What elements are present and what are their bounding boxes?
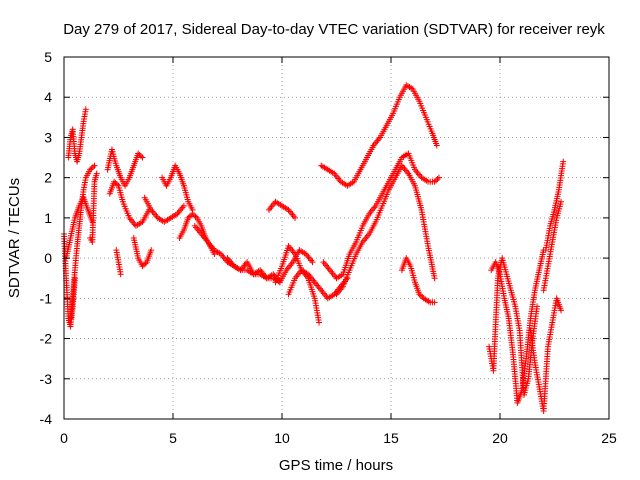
data-point — [148, 247, 155, 254]
x-tick-label: 25 — [601, 430, 617, 446]
data-point — [112, 180, 119, 187]
y-tick-label: 1 — [44, 210, 52, 226]
series-track-n — [224, 247, 316, 286]
data-point — [433, 177, 440, 184]
y-axis-label: SDTVAR / TECUs — [6, 178, 23, 298]
series-track-e — [87, 170, 100, 246]
data-point — [434, 176, 441, 183]
data-point — [136, 151, 143, 158]
data-point — [135, 150, 142, 157]
data-point — [292, 214, 299, 221]
series-track-l — [176, 210, 218, 258]
data-point — [140, 261, 147, 268]
y-tick-label: -2 — [40, 331, 53, 347]
y-tick-label: 4 — [44, 89, 52, 105]
plot-frame — [63, 56, 610, 420]
x-tick-label: 20 — [492, 430, 508, 446]
series-track-i — [130, 235, 155, 270]
data-point — [186, 213, 193, 220]
y-tick-label: 5 — [44, 49, 52, 65]
x-tick-label: 10 — [274, 430, 290, 446]
data-point — [189, 210, 196, 217]
data-point — [560, 158, 567, 165]
data-point — [417, 292, 424, 299]
data-point — [191, 212, 198, 219]
y-tick-label: 3 — [44, 129, 52, 145]
data-point — [316, 319, 323, 326]
x-axis-label: GPS time / hours — [279, 457, 393, 474]
data-point — [558, 307, 565, 314]
data-point — [111, 178, 118, 185]
data-point — [431, 275, 438, 282]
data-point — [558, 198, 565, 205]
series-track-z — [542, 158, 567, 254]
data-point — [142, 260, 149, 267]
data-point — [185, 214, 192, 221]
data-point — [117, 271, 124, 278]
series-track-g — [106, 178, 153, 229]
series-track-d — [63, 194, 96, 262]
series-track-x — [527, 295, 565, 414]
data-point — [139, 154, 146, 161]
data-point — [435, 174, 442, 181]
series-track-q — [285, 267, 351, 302]
data-point — [309, 259, 316, 266]
series-track-b — [65, 106, 89, 165]
data-point — [139, 263, 146, 270]
data-point — [419, 293, 426, 300]
x-tick-label: 0 — [60, 430, 68, 446]
x-tick-labels: 0 5 10 15 20 25 — [60, 430, 617, 446]
axis-ticks — [63, 56, 610, 420]
series-track-y — [540, 198, 565, 294]
data-point — [180, 202, 187, 209]
y-tick-labels: -4 -3 -2 -1 0 1 2 3 4 5 — [40, 49, 53, 427]
x-tick-label: 5 — [169, 430, 177, 446]
x-tick-label: 15 — [383, 430, 399, 446]
series-track-o — [265, 198, 299, 221]
data-point — [138, 153, 145, 160]
data-point — [93, 170, 100, 177]
data-point — [91, 162, 98, 169]
y-tick-label: -1 — [40, 290, 53, 306]
series-track-c — [67, 162, 98, 322]
data-point — [431, 178, 438, 185]
data-point — [88, 165, 95, 172]
series-track-u — [398, 255, 438, 306]
series-track-h — [113, 247, 124, 278]
data-point — [192, 213, 199, 220]
series-track-k — [159, 162, 196, 213]
data-point — [114, 181, 121, 188]
series-track-j — [141, 194, 187, 225]
series-track-w — [488, 247, 547, 406]
y-tick-label: 0 — [44, 250, 52, 266]
data-point — [82, 106, 89, 113]
chart-title: Day 279 of 2017, Sidereal Day-to-day VTE… — [63, 21, 605, 38]
y-tick-label: 2 — [44, 170, 52, 186]
data-point — [87, 166, 94, 173]
data-point — [433, 142, 440, 149]
data-point — [90, 163, 97, 170]
series-track-t — [333, 162, 438, 298]
series-track-r — [318, 82, 440, 189]
data-point — [416, 291, 423, 298]
series-track-f — [104, 146, 146, 189]
y-tick-label: -3 — [40, 371, 53, 387]
y-tick-label: -4 — [40, 411, 53, 427]
data-points — [61, 82, 567, 414]
series-track-s — [320, 150, 442, 282]
data-point — [431, 299, 438, 306]
